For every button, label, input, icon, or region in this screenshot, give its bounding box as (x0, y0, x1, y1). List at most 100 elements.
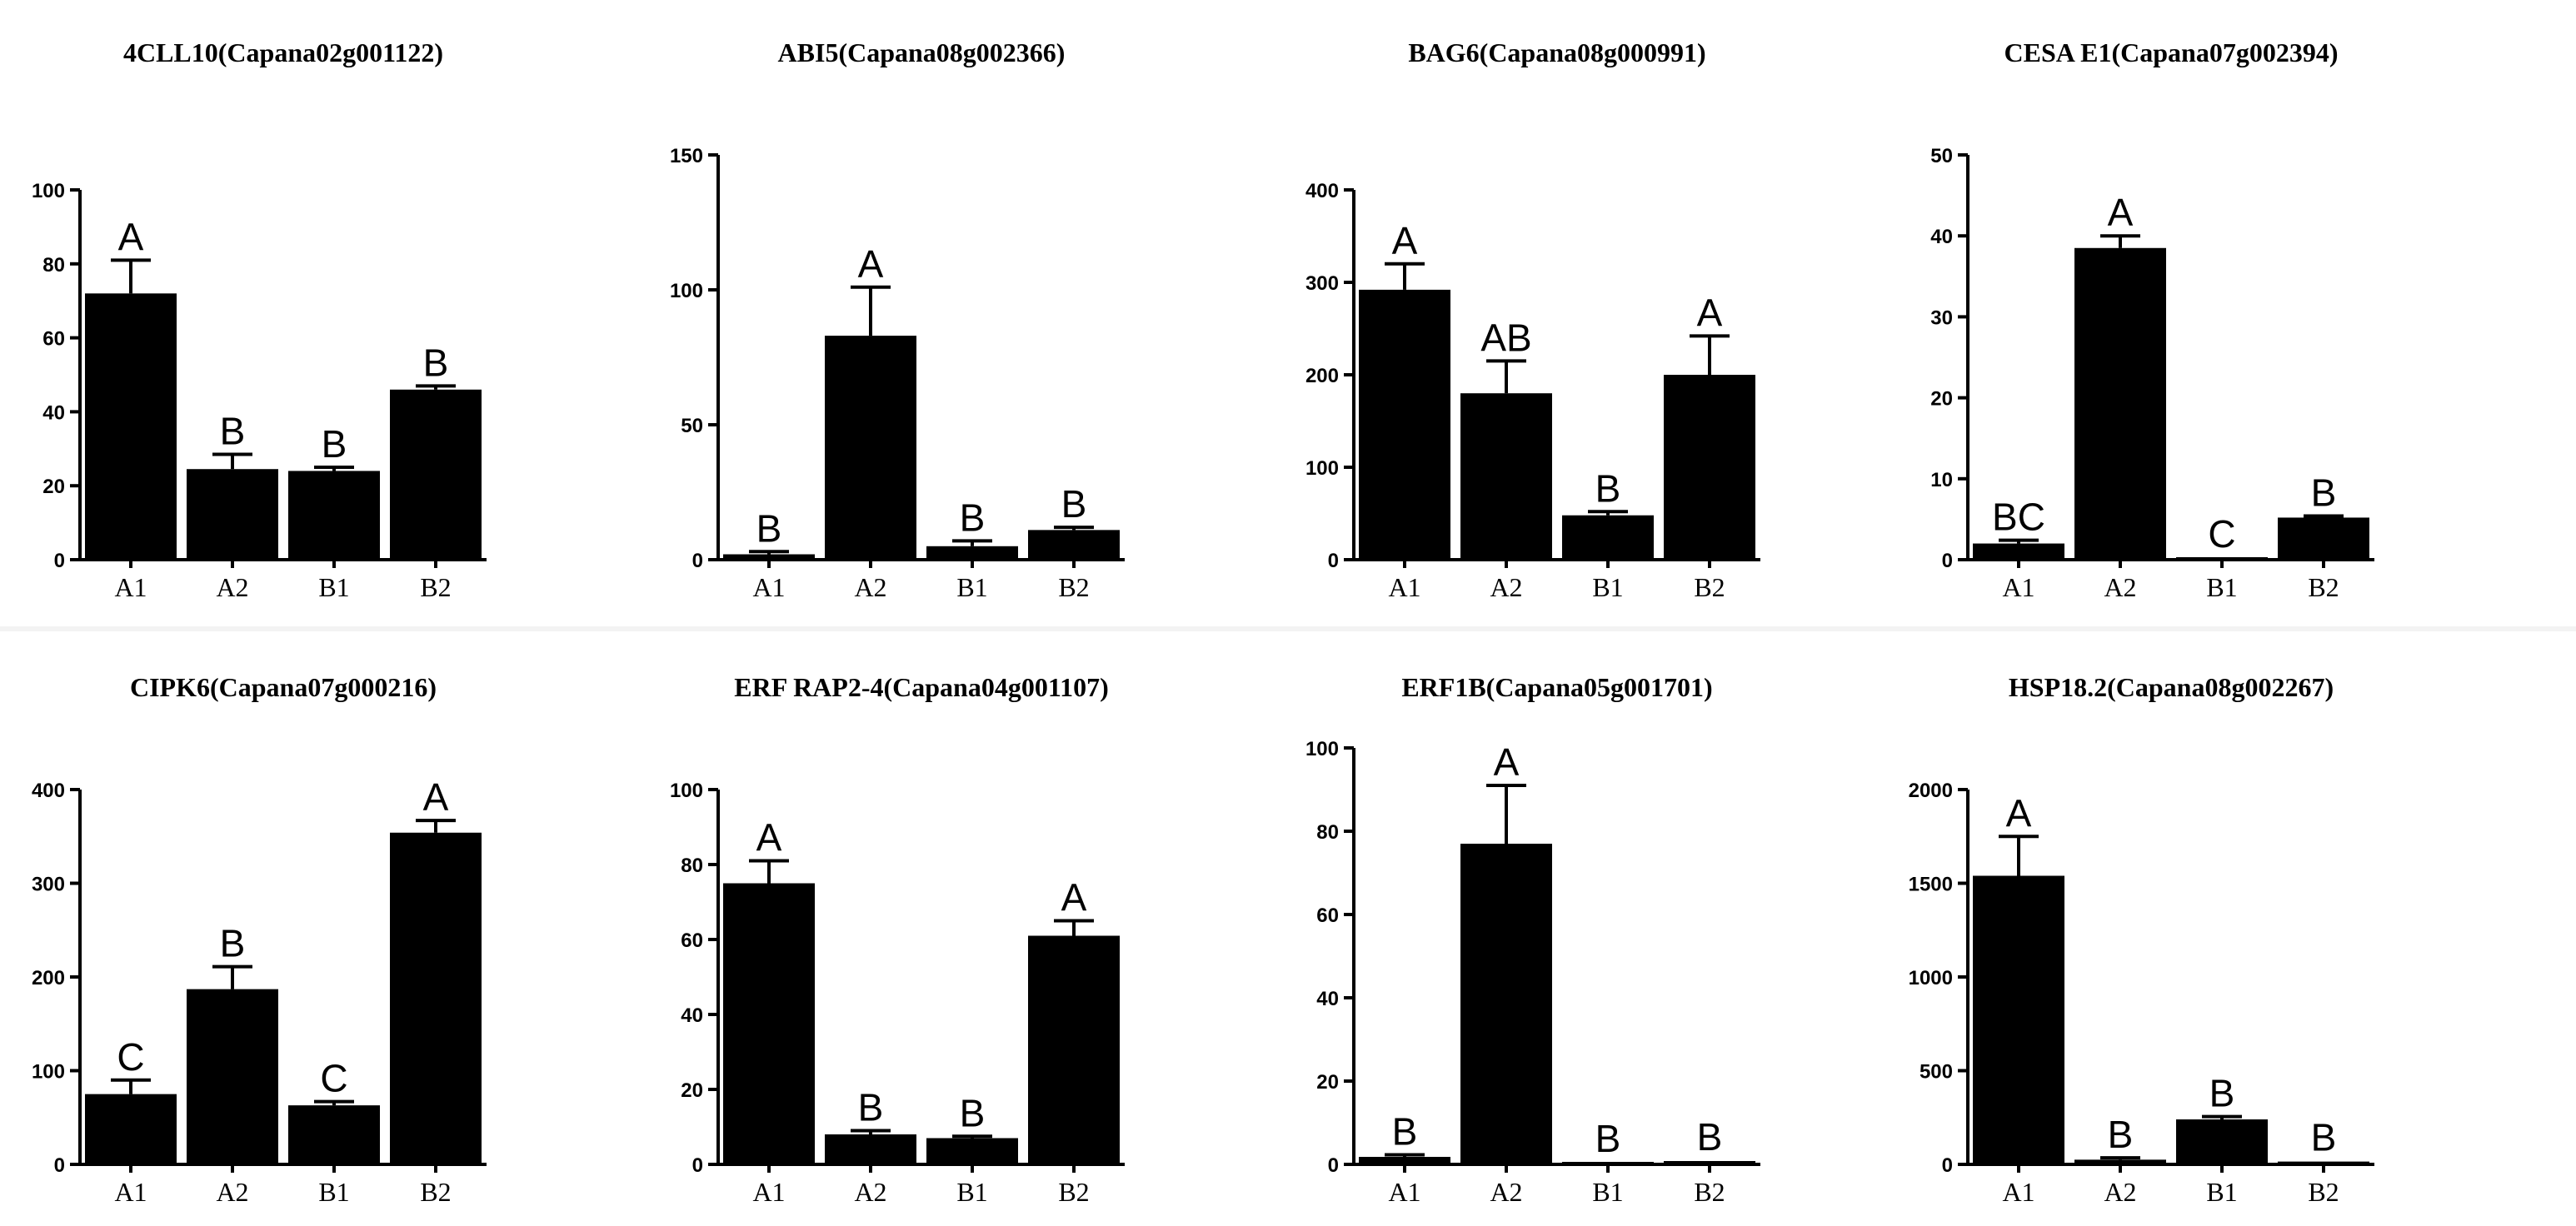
significance-letter: A (858, 242, 884, 286)
significance-letter: A (756, 816, 782, 860)
y-tick-label: 400 (32, 780, 65, 802)
x-tick-label: B1 (1592, 1177, 1623, 1207)
bar (1359, 289, 1450, 560)
x-tick-label: A2 (854, 572, 886, 602)
x-tick-label: B1 (956, 1177, 987, 1207)
y-tick-label: 300 (1305, 272, 1339, 295)
bar (2278, 1161, 2369, 1164)
significance-letter: AB (1480, 316, 1531, 359)
significance-letter: B (960, 496, 986, 539)
y-tick-label: 0 (1328, 1154, 1339, 1177)
y-tick-label: 100 (1305, 457, 1339, 480)
bar (85, 1094, 177, 1164)
y-tick-label: 0 (1942, 550, 1953, 572)
y-tick-label: 0 (54, 550, 65, 572)
y-tick-label: 50 (1930, 145, 1953, 167)
bar (2074, 247, 2166, 560)
significance-letter: B (220, 922, 246, 965)
bar (187, 469, 278, 560)
y-tick-label: 1000 (1909, 967, 1953, 989)
x-tick-label: A2 (216, 1177, 248, 1207)
bar (390, 389, 482, 560)
significance-letter: B (1697, 1115, 1723, 1159)
x-tick-label: A1 (114, 1177, 147, 1207)
x-tick-label: B2 (1694, 1177, 1725, 1207)
x-tick-label: A2 (854, 1177, 886, 1207)
y-tick-label: 0 (692, 550, 703, 572)
significance-letter: B (2209, 1072, 2235, 1115)
x-tick-label: A2 (1490, 572, 1522, 602)
y-tick-label: 0 (692, 1154, 703, 1177)
significance-letter: B (2311, 471, 2337, 515)
y-tick-label: 50 (681, 415, 703, 437)
y-tick-label: 0 (54, 1154, 65, 1177)
significance-letter: C (320, 1057, 347, 1100)
bar (85, 293, 177, 560)
bar (2176, 557, 2268, 560)
x-tick-label: A2 (216, 572, 248, 602)
x-tick-label: B2 (2308, 572, 2339, 602)
x-tick-label: A2 (1490, 1177, 1522, 1207)
chart-title: 4CLL10(Capana02g001122) (123, 37, 443, 67)
significance-letter: B (858, 1086, 884, 1129)
chart-title: CIPK6(Capana07g000216) (130, 672, 437, 702)
bar (825, 1134, 916, 1164)
y-tick-label: 500 (1920, 1061, 1953, 1084)
significance-letter: B (960, 1091, 986, 1134)
bar (1028, 935, 1120, 1164)
y-tick-label: 40 (1316, 988, 1339, 1010)
bar (723, 554, 815, 560)
y-tick-label: 100 (32, 1061, 65, 1084)
bar (1028, 530, 1120, 560)
chart-title: ABI5(Capana08g002366) (778, 37, 1066, 67)
significance-letter: A (2006, 791, 2032, 835)
x-tick-label: A2 (2104, 572, 2136, 602)
y-tick-label: 80 (1316, 821, 1339, 844)
y-tick-label: 0 (1942, 1154, 1953, 1177)
y-tick-label: 100 (1305, 738, 1339, 760)
row-divider (0, 626, 2576, 631)
x-tick-label: B2 (420, 572, 451, 602)
y-tick-label: 80 (42, 254, 65, 277)
significance-letter: B (1595, 1117, 1621, 1160)
significance-letter: A (2108, 191, 2134, 234)
y-tick-label: 60 (1316, 905, 1339, 927)
bar (1973, 875, 2064, 1164)
y-tick-label: 20 (42, 476, 65, 498)
y-tick-label: 100 (670, 280, 703, 302)
significance-letter: C (2208, 512, 2235, 556)
chart-title: BAG6(Capana08g000991) (1408, 37, 1705, 67)
bar (1664, 1161, 1755, 1164)
x-tick-label: B1 (318, 572, 349, 602)
x-tick-label: A1 (114, 572, 147, 602)
significance-letter: A (1392, 219, 1418, 262)
y-tick-label: 30 (1930, 306, 1953, 329)
bar (1359, 1157, 1450, 1164)
significance-letter: B (220, 409, 246, 452)
significance-letter: B (2108, 1113, 2134, 1156)
y-tick-label: 100 (670, 780, 703, 802)
y-tick-label: 20 (1930, 388, 1953, 411)
bar (1460, 393, 1552, 560)
x-tick-label: A1 (2002, 572, 2034, 602)
chart-title: ERF RAP2-4(Capana04g001107) (734, 672, 1108, 702)
y-tick-label: 200 (1305, 365, 1339, 387)
bar (1460, 844, 1552, 1164)
y-tick-label: 200 (32, 967, 65, 989)
y-tick-label: 400 (1305, 180, 1339, 202)
y-tick-label: 40 (681, 1004, 703, 1027)
x-tick-label: A1 (752, 1177, 785, 1207)
y-tick-label: 80 (681, 855, 703, 877)
bar (1562, 1162, 1654, 1164)
y-tick-label: 20 (1316, 1071, 1339, 1094)
significance-letter: B (1595, 466, 1621, 510)
y-tick-label: 10 (1930, 469, 1953, 491)
bar (288, 471, 380, 560)
y-tick-label: 2000 (1909, 780, 1953, 802)
bar (825, 336, 916, 560)
y-tick-label: 40 (1930, 226, 1953, 248)
y-tick-label: 20 (681, 1079, 703, 1102)
x-tick-label: B1 (318, 1177, 349, 1207)
bar (2176, 1119, 2268, 1164)
bar (288, 1105, 380, 1164)
